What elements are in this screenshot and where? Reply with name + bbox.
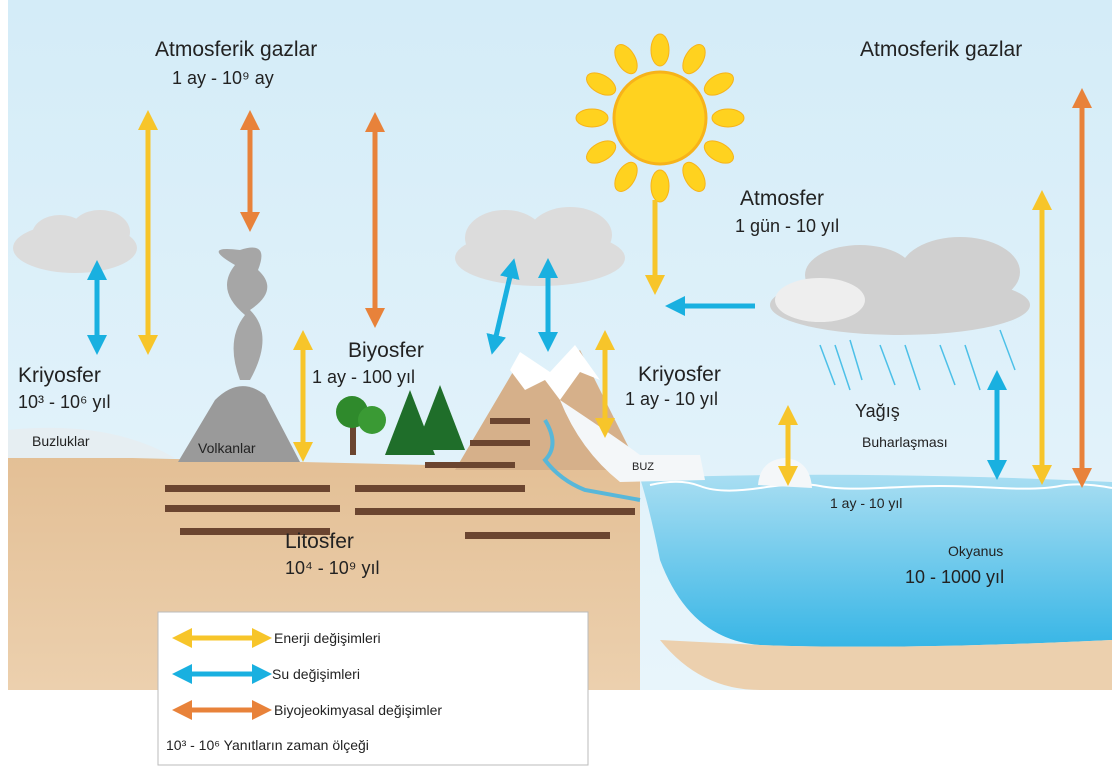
- label: Okyanus: [948, 543, 1003, 559]
- legend-label: Biyojeokimyasal değişimler: [274, 702, 442, 718]
- time-scale: 1 ay - 100 yıl: [312, 367, 415, 387]
- climate-system-diagram: Atmosferik gazlar 1 ay - 10⁹ ay Atmosfer…: [0, 0, 1116, 771]
- sun-ray: [712, 109, 744, 127]
- time-scale: 1 ay - 10⁹ ay: [172, 68, 274, 88]
- label: Atmosfer: [740, 187, 824, 210]
- cloud: [455, 207, 625, 286]
- label: BUZ: [632, 461, 654, 473]
- label: Yağış: [855, 401, 900, 421]
- time-scale: 10³ - 10⁶ yıl: [18, 392, 110, 412]
- legend-label: Enerji değişimleri: [274, 630, 381, 646]
- label: Litosfer: [285, 530, 354, 553]
- legend-label: Su değişimleri: [272, 666, 360, 682]
- label: Buzluklar: [32, 433, 90, 449]
- time-scale: 1 gün - 10 yıl: [735, 216, 839, 236]
- label: Biyosfer: [348, 339, 424, 362]
- sea-floor: [660, 640, 1112, 690]
- sun-ray: [576, 109, 608, 127]
- label: Atmosferik gazlar: [860, 38, 1022, 61]
- label: Volkanlar: [198, 440, 256, 456]
- label: Atmosferik gazlar: [155, 38, 317, 61]
- time-scale: 1 ay - 10 yıl: [625, 389, 718, 409]
- sun-ray: [651, 34, 669, 66]
- time-scale: 1 ay - 10 yıl: [830, 495, 902, 511]
- time-scale: 10 - 1000 yıl: [905, 567, 1004, 587]
- label: Buharlaşması: [862, 434, 948, 450]
- label: Kriyosfer: [18, 364, 101, 387]
- sun-ray: [651, 170, 669, 202]
- sun: [614, 72, 706, 164]
- label: Kriyosfer: [638, 363, 721, 386]
- time-scale: 10⁴ - 10⁹ yıl: [285, 558, 379, 578]
- legend-note: 10³ - 10⁶ Yanıtların zaman ölçeği: [166, 737, 369, 753]
